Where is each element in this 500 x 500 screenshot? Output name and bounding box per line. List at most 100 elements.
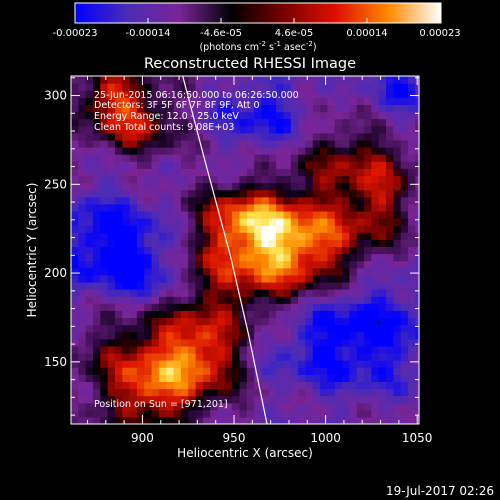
heatmap-cell — [232, 381, 241, 390]
heatmap-cell — [85, 331, 94, 340]
heatmap-cell — [283, 139, 292, 148]
heatmap-cell — [415, 104, 419, 113]
heatmap-cell — [144, 203, 153, 212]
heatmap-cell — [386, 111, 394, 120]
heatmap-cell — [408, 409, 416, 418]
heatmap-cell — [114, 338, 123, 347]
heatmap-cell — [217, 182, 226, 191]
heatmap-cell — [71, 303, 79, 311]
heatmap-cell — [144, 111, 153, 120]
heatmap-cell — [268, 331, 277, 340]
heatmap-cell — [356, 246, 365, 255]
heatmap-cell — [268, 97, 277, 106]
heatmap-cell — [283, 90, 292, 98]
heatmap-cell — [224, 210, 233, 219]
heatmap-cell — [232, 331, 241, 340]
heatmap-cell — [342, 132, 350, 141]
heatmap-cell — [100, 225, 109, 233]
heatmap-cell — [386, 182, 394, 191]
heatmap-cell — [400, 402, 409, 411]
heatmap-cell — [268, 388, 277, 397]
heatmap-cell — [393, 161, 402, 169]
heatmap-cell — [129, 360, 138, 368]
heatmap-cell — [173, 416, 182, 424]
heatmap-cell — [356, 274, 365, 283]
heatmap-cell — [144, 360, 153, 368]
heatmap-cell — [276, 90, 285, 98]
heatmap-cell — [276, 196, 285, 205]
heatmap-cell — [180, 367, 189, 375]
heatmap-cell — [85, 210, 94, 219]
heatmap-cell — [378, 352, 387, 361]
heatmap-cell — [166, 182, 175, 191]
heatmap-cell — [71, 388, 79, 397]
heatmap-cell — [151, 367, 160, 375]
heatmap-cell — [246, 381, 255, 390]
heatmap-cell — [151, 218, 160, 226]
heatmap-cell — [327, 189, 336, 198]
heatmap-cell — [415, 239, 419, 248]
heatmap-cell — [268, 175, 277, 184]
heatmap-cell — [393, 253, 402, 262]
heatmap-cell — [122, 246, 131, 255]
heatmap-cell — [327, 168, 336, 177]
heatmap-cell — [217, 310, 226, 319]
heatmap-cell — [254, 139, 263, 148]
heatmap-cell — [217, 161, 226, 169]
heatmap-cell — [268, 310, 277, 319]
heatmap-cell — [356, 345, 365, 354]
heatmap-cell — [151, 132, 160, 141]
heatmap-cell — [290, 132, 299, 141]
heatmap-cell — [78, 154, 87, 162]
heatmap-cell — [342, 253, 350, 262]
heatmap-cell — [158, 225, 167, 233]
heatmap-cell — [173, 345, 182, 354]
heatmap-cell — [122, 338, 131, 347]
heatmap-cell — [349, 161, 358, 169]
heatmap-cell — [334, 246, 343, 255]
heatmap-cell — [378, 154, 387, 162]
heatmap-cell — [195, 239, 204, 248]
heatmap-cell — [268, 246, 277, 255]
heatmap-cell — [283, 367, 292, 375]
heatmap-cell — [166, 246, 175, 255]
heatmap-cell — [144, 196, 153, 205]
heatmap-cell — [298, 409, 307, 418]
heatmap-cell — [305, 338, 314, 347]
heatmap-cell — [232, 267, 241, 276]
heatmap-cell — [217, 402, 226, 411]
heatmap-cell — [334, 331, 343, 340]
heatmap-cell — [415, 161, 419, 169]
heatmap-cell — [136, 324, 145, 333]
heatmap-cell — [334, 402, 343, 411]
heatmap-cell — [246, 104, 255, 113]
heatmap-cell — [114, 90, 123, 98]
heatmap-cell — [232, 253, 241, 262]
heatmap-cell — [356, 338, 365, 347]
heatmap-cell — [180, 196, 189, 205]
heatmap-cell — [268, 381, 277, 390]
heatmap-cell — [107, 182, 116, 191]
heatmap-cell — [107, 232, 116, 240]
heatmap-cell — [151, 189, 160, 198]
heatmap-cell — [232, 338, 241, 347]
heatmap-cell — [114, 395, 123, 404]
heatmap-cell — [173, 147, 182, 155]
heatmap-cell — [378, 225, 387, 233]
heatmap-cell — [371, 97, 380, 106]
heatmap-cell — [246, 388, 255, 397]
heatmap-cell — [114, 331, 123, 340]
heatmap-cell — [180, 345, 189, 354]
heatmap-cell — [195, 317, 204, 326]
heatmap-cell — [217, 210, 226, 219]
heatmap-cell — [239, 175, 248, 184]
heatmap-cell — [254, 111, 263, 120]
heatmap-cell — [254, 203, 263, 212]
heatmap-cell — [166, 147, 175, 155]
heatmap-cell — [364, 317, 372, 326]
heatmap-cell — [107, 111, 116, 120]
heatmap-cell — [92, 111, 101, 120]
heatmap-cell — [371, 338, 380, 347]
heatmap-cell — [85, 182, 94, 191]
heatmap-cell — [71, 210, 79, 219]
